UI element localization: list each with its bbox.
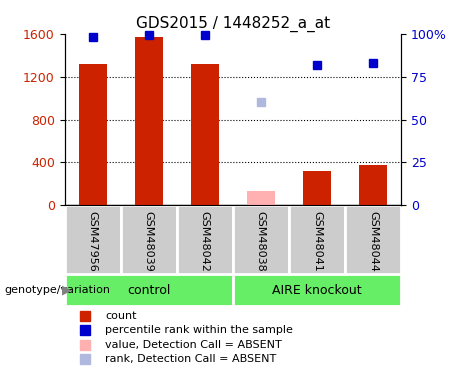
- Text: control: control: [127, 284, 171, 297]
- Text: GSM47956: GSM47956: [88, 211, 98, 272]
- Text: GSM48044: GSM48044: [368, 211, 378, 272]
- Bar: [345, 206, 401, 274]
- Text: rank, Detection Call = ABSENT: rank, Detection Call = ABSENT: [105, 354, 276, 364]
- Bar: [78, 64, 106, 206]
- Bar: [191, 64, 219, 206]
- Text: percentile rank within the sample: percentile rank within the sample: [105, 326, 293, 335]
- Text: GSM48039: GSM48039: [144, 211, 154, 272]
- Bar: [121, 206, 177, 274]
- Text: ▶: ▶: [62, 284, 72, 297]
- Bar: [303, 171, 331, 206]
- Bar: [233, 206, 289, 274]
- Bar: [233, 274, 401, 306]
- Text: GSM48041: GSM48041: [312, 211, 322, 272]
- Bar: [359, 165, 387, 206]
- Bar: [65, 206, 121, 274]
- Text: GSM48038: GSM48038: [256, 211, 266, 272]
- Title: GDS2015 / 1448252_a_at: GDS2015 / 1448252_a_at: [136, 16, 330, 32]
- Text: GSM48042: GSM48042: [200, 211, 210, 272]
- Text: genotype/variation: genotype/variation: [5, 285, 111, 295]
- Bar: [247, 191, 275, 206]
- Text: AIRE knockout: AIRE knockout: [272, 284, 362, 297]
- Bar: [135, 37, 163, 206]
- Text: value, Detection Call = ABSENT: value, Detection Call = ABSENT: [105, 340, 282, 350]
- Bar: [177, 206, 233, 274]
- Bar: [65, 274, 233, 306]
- Bar: [289, 206, 345, 274]
- Text: count: count: [105, 311, 136, 321]
